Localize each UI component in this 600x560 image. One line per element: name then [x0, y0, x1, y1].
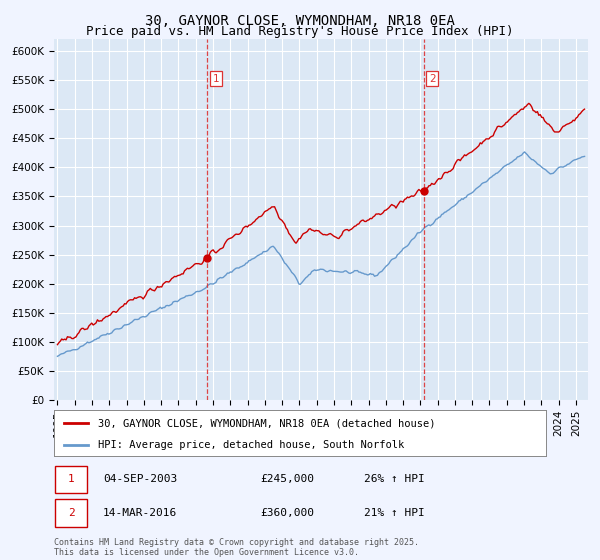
Text: 1: 1 [212, 73, 219, 83]
Text: 1: 1 [68, 474, 74, 484]
Text: 30, GAYNOR CLOSE, WYMONDHAM, NR18 0EA: 30, GAYNOR CLOSE, WYMONDHAM, NR18 0EA [145, 14, 455, 28]
FancyBboxPatch shape [55, 466, 87, 493]
Text: 14-MAR-2016: 14-MAR-2016 [103, 508, 178, 518]
Text: Contains HM Land Registry data © Crown copyright and database right 2025.
This d: Contains HM Land Registry data © Crown c… [54, 538, 419, 557]
Text: 26% ↑ HPI: 26% ↑ HPI [364, 474, 425, 484]
Text: £360,000: £360,000 [260, 508, 314, 518]
Text: 30, GAYNOR CLOSE, WYMONDHAM, NR18 0EA (detached house): 30, GAYNOR CLOSE, WYMONDHAM, NR18 0EA (d… [98, 418, 436, 428]
Text: £245,000: £245,000 [260, 474, 314, 484]
FancyBboxPatch shape [55, 500, 87, 526]
Text: HPI: Average price, detached house, South Norfolk: HPI: Average price, detached house, Sout… [98, 440, 404, 450]
Text: 2: 2 [429, 73, 436, 83]
Text: 04-SEP-2003: 04-SEP-2003 [103, 474, 178, 484]
Text: 2: 2 [68, 508, 74, 518]
Text: 21% ↑ HPI: 21% ↑ HPI [364, 508, 425, 518]
Text: Price paid vs. HM Land Registry's House Price Index (HPI): Price paid vs. HM Land Registry's House … [86, 25, 514, 38]
